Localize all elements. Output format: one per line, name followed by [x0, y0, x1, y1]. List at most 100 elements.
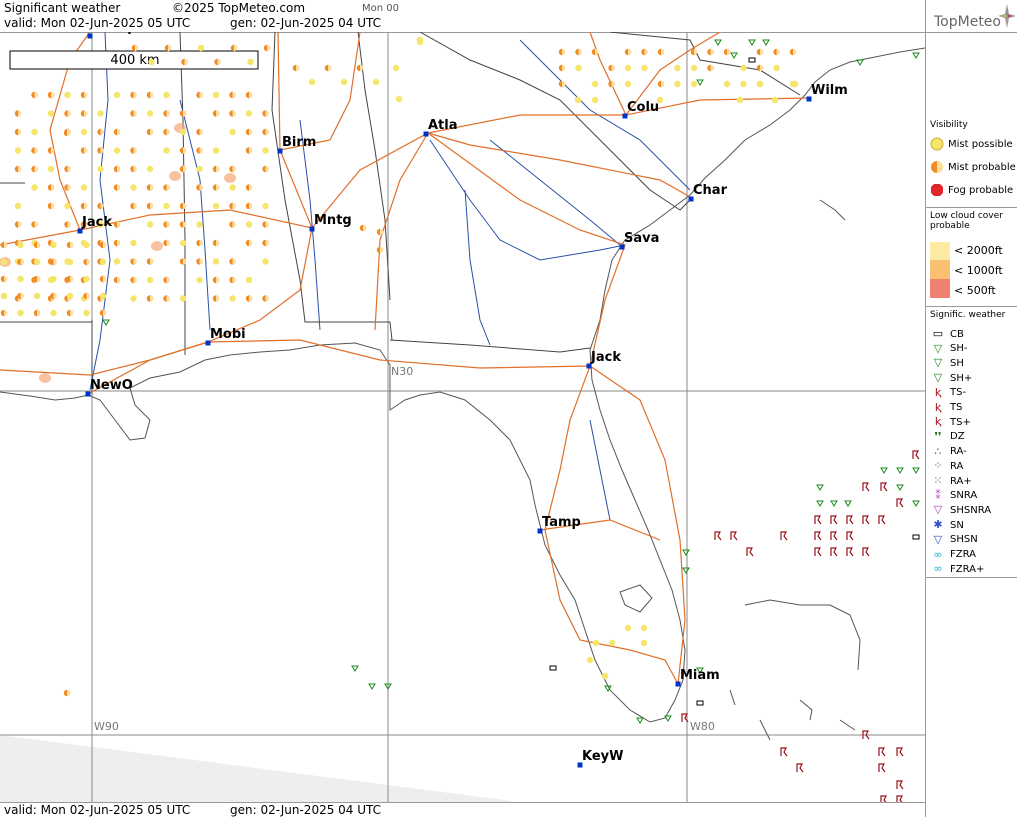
city-label: Jack: [590, 350, 621, 365]
thunderstorm-icon: [714, 531, 722, 541]
mist-possible-icon: [395, 95, 403, 103]
mist-probable-icon: [773, 48, 780, 56]
mist-possible-icon: [146, 276, 154, 284]
mist-probable-icon: [130, 258, 137, 265]
mist-possible-icon: [262, 202, 269, 210]
thunderstorm-icon: [846, 531, 854, 541]
legend-sigwx-label: DZ: [950, 431, 965, 443]
mist-possible-icon: [740, 64, 747, 72]
mist-probable-icon: [47, 202, 55, 210]
weather-symbol-icon: ∴: [934, 444, 942, 458]
legend-mist-probable: Mist probable: [930, 160, 1016, 174]
roads: [0, 32, 811, 685]
mist-probable-icon: [146, 258, 154, 265]
mist-probable-icon: [179, 110, 187, 117]
mist-possible-icon: [163, 91, 170, 99]
mist-possible-icon: [591, 80, 599, 88]
mist-probable-icon: [163, 184, 170, 191]
mist-probable-icon: [229, 276, 236, 284]
mist-probable-icon: [146, 91, 154, 99]
mist-probable-icon: [83, 292, 90, 300]
legend-sigwx-item: ⱪ TS-: [930, 386, 966, 400]
mist-probable-icon: [0, 309, 8, 317]
mist-probable-icon: [99, 275, 107, 283]
mist-possible-icon: [50, 241, 57, 249]
mist-probable-icon: [229, 110, 236, 117]
mist-probable-icon: [212, 110, 220, 117]
city-marker: [423, 131, 429, 137]
mist-probable-icon: [931, 161, 943, 173]
mist-possible-icon: [624, 624, 632, 632]
mist-possible-icon: [99, 258, 107, 266]
thunderstorm-icon: [814, 515, 822, 525]
mist-probable-icon: [229, 165, 236, 173]
mist-probable-icon: [359, 224, 367, 232]
shower-icon: [682, 549, 690, 556]
thunderstorm-icon: [730, 531, 738, 541]
mist-possible-icon: [212, 258, 220, 265]
mist-probable-icon: [245, 91, 253, 99]
thunderstorm-icon: [878, 763, 886, 773]
mist-possible-icon: [372, 78, 380, 86]
thunderstorm-icon: [830, 515, 838, 525]
thunderstorm-icon: [862, 515, 870, 525]
mist-probable-icon: [196, 239, 203, 247]
mist-probable-icon: [575, 48, 582, 56]
thunderstorm-icon: [830, 531, 838, 541]
mist-probable-icon: [80, 147, 88, 154]
cb-icon: [696, 700, 704, 706]
city-label: KeyW: [582, 749, 623, 764]
mist-possible-icon: [773, 64, 780, 72]
mist-probable-icon: [212, 276, 220, 284]
mist-possible-icon: [130, 239, 137, 247]
city-marker: [205, 340, 211, 346]
shower-icon: [912, 467, 920, 474]
mist-probable-icon: [31, 147, 38, 154]
legend-sigwx-item: ▽ SH: [930, 356, 964, 370]
city-marker: [806, 96, 812, 102]
legend-sigwx-item: ∞ FZRA: [930, 548, 976, 562]
legend-sigwx-label: SNRA: [950, 490, 978, 502]
mist-probable-icon: [376, 228, 384, 236]
weather-symbol-icon: ▽: [933, 503, 943, 517]
legend-mist-probable-label: Mist probable: [948, 161, 1016, 173]
mist-probable-icon: [558, 48, 566, 56]
legend-sigwx-item: ⱪ TS: [930, 401, 963, 415]
mist-probable-icon: [64, 221, 71, 228]
mist-probable-icon: [196, 258, 203, 265]
mist-probable-icon: [263, 44, 271, 52]
footer-valid-time: valid: Mon 02-Jun-2025 05 UTC: [4, 803, 191, 817]
mist-probable-icon: [64, 110, 71, 117]
brand-name: TopMeteo: [934, 14, 1001, 30]
shower-icon: [816, 500, 824, 507]
mist-possible-icon: [64, 91, 71, 99]
cb-icon: [549, 665, 557, 671]
legend-cloud-500: < 500ft: [954, 284, 996, 297]
city-marker: [277, 148, 283, 154]
mist-possible-icon: [229, 184, 236, 191]
mist-probable-icon: [245, 239, 253, 247]
weather-symbol-icon: ▽: [933, 341, 943, 355]
mist-probable-icon: [262, 221, 269, 228]
mist-possible-icon: [586, 656, 594, 664]
weather-symbol-icon: ▽: [933, 532, 943, 546]
mist-probable-icon: [262, 165, 269, 173]
mist-probable-icon: [97, 128, 104, 136]
shower-icon: [912, 52, 920, 59]
compass-star-icon: [998, 4, 1016, 28]
thunderstorm-icon: [780, 531, 788, 541]
mist-possible-icon: [723, 80, 731, 88]
weather-map[interactable]: N30 W90 W80: [0, 32, 925, 802]
low-cloud-patch: [151, 241, 163, 251]
mist-possible-icon: [179, 295, 187, 302]
mist-probable-icon: [14, 110, 22, 117]
mist-possible-icon: [308, 78, 316, 86]
mist-probable-icon: [229, 221, 236, 228]
shower-icon: [696, 79, 704, 86]
mist-possible-icon: [0, 258, 8, 266]
mist-possible-icon: [14, 147, 22, 154]
mist-probable-icon: [113, 276, 121, 284]
legend-sigwx-item: ✱ SN: [930, 518, 963, 532]
mist-probable-icon: [262, 110, 269, 117]
footer-generated-time: gen: 02-Jun-2025 04 UTC: [230, 803, 382, 817]
